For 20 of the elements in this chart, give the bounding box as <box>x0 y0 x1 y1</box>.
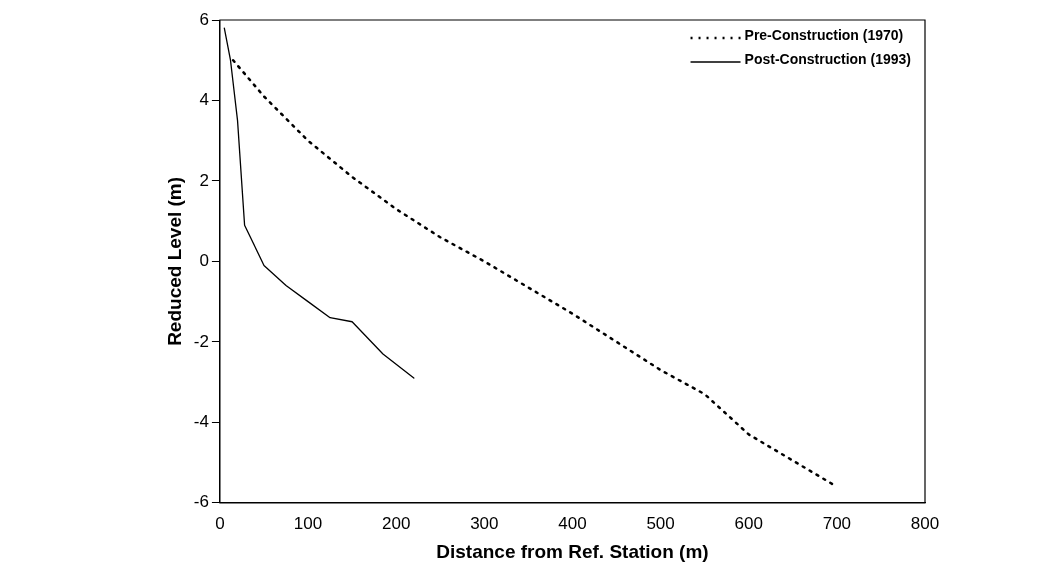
x-tick-label: 200 <box>382 513 411 533</box>
y-tick-label: -6 <box>193 492 209 512</box>
y-tick-label: 4 <box>199 90 209 110</box>
y-tick-label: -4 <box>193 412 209 432</box>
x-tick-label: 400 <box>558 513 587 533</box>
y-tick-label: -2 <box>193 331 209 351</box>
legend-label: Post-Construction (1993) <box>744 50 912 67</box>
legend-label: Pre-Construction (1970) <box>744 26 904 43</box>
x-tick-label: 500 <box>646 513 675 533</box>
y-tick-label: 2 <box>199 170 209 190</box>
x-tick-label: 0 <box>215 513 225 533</box>
y-axis-title: Reduced Level (m) <box>163 176 185 346</box>
x-tick-label: 800 <box>910 513 940 533</box>
x-tick-label: 100 <box>293 513 323 533</box>
x-tick-label: 300 <box>470 513 499 533</box>
x-tick-label: 600 <box>734 513 763 533</box>
y-tick-label: 0 <box>199 251 209 271</box>
x-axis-title: Distance from Ref. Station (m) <box>436 540 709 562</box>
x-tick-label: 700 <box>822 513 852 533</box>
y-tick-label: 6 <box>199 9 209 29</box>
